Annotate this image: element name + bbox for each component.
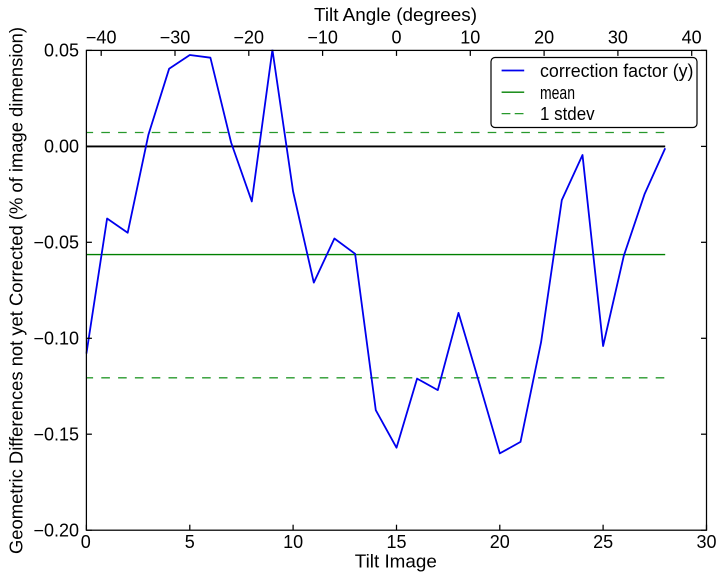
svg-text:Tilt Image: Tilt Image: [355, 551, 437, 571]
svg-text:10: 10: [283, 532, 303, 552]
svg-text:correction factor (y): correction factor (y): [540, 61, 694, 81]
svg-text:0.05: 0.05: [44, 41, 79, 61]
svg-text:1 stdev: 1 stdev: [540, 104, 595, 124]
svg-text:10: 10: [460, 27, 480, 47]
svg-text:Tilt Angle (degrees): Tilt Angle (degrees): [314, 5, 477, 25]
svg-text:20: 20: [490, 532, 510, 552]
svg-text:25: 25: [593, 532, 613, 552]
svg-text:5: 5: [185, 532, 195, 552]
svg-text:0: 0: [81, 532, 91, 552]
svg-text:30: 30: [608, 27, 628, 47]
svg-text:−0.20: −0.20: [33, 520, 79, 540]
svg-text:mean: mean: [540, 83, 575, 103]
svg-text:Geometric Differences not yet: Geometric Differences not yet Corrected …: [7, 27, 27, 554]
svg-text:−20: −20: [234, 27, 265, 47]
svg-text:40: 40: [682, 27, 702, 47]
svg-text:15: 15: [386, 532, 406, 552]
svg-text:30: 30: [696, 532, 716, 552]
svg-text:20: 20: [534, 27, 554, 47]
svg-text:0: 0: [391, 27, 401, 47]
svg-text:−10: −10: [307, 27, 338, 47]
svg-text:−0.05: −0.05: [33, 232, 79, 252]
svg-text:−30: −30: [160, 27, 191, 47]
svg-text:−40: −40: [86, 27, 117, 47]
svg-text:−0.15: −0.15: [33, 424, 79, 444]
svg-text:−0.10: −0.10: [33, 328, 79, 348]
svg-text:0.00: 0.00: [44, 137, 79, 157]
